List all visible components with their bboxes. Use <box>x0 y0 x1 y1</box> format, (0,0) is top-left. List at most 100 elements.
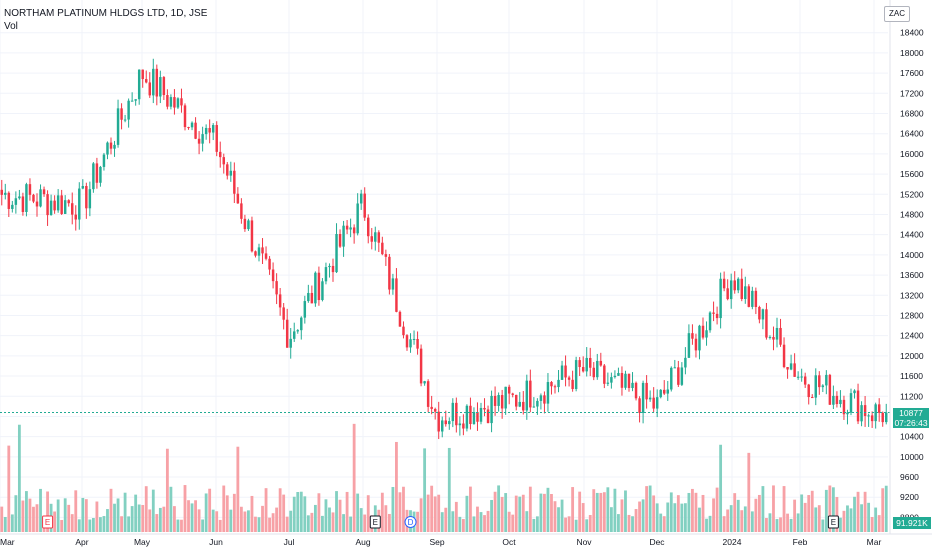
volume-bar <box>729 505 733 532</box>
volume-bar <box>342 514 345 532</box>
candle-body <box>264 253 268 259</box>
symbol-title[interactable]: NORTHAM PLATINUM HLDGS LTD, 1D, JSE <box>4 8 208 19</box>
candle-body <box>768 336 772 338</box>
volume-bar <box>321 515 324 532</box>
currency-label[interactable]: ZAC <box>884 6 910 22</box>
candle-body <box>240 203 243 219</box>
volume-bar <box>106 509 109 532</box>
volume-bar <box>535 516 539 532</box>
volume-bar <box>567 516 571 532</box>
candle-body <box>152 68 155 96</box>
volume-bar <box>765 517 768 532</box>
volume-bar <box>497 485 501 532</box>
price-tick-label: 12000 <box>900 351 924 361</box>
candle-body <box>719 278 722 319</box>
candle-body <box>610 377 613 383</box>
event-marker[interactable]: E <box>369 515 381 529</box>
volume-bar <box>32 506 35 532</box>
candle-body <box>652 397 655 409</box>
volume-bar <box>335 491 338 532</box>
candle-body <box>606 382 610 384</box>
volume-bar <box>740 510 744 532</box>
candle-body <box>581 367 585 372</box>
candle-body <box>289 338 292 348</box>
volume-bar <box>63 498 67 532</box>
svg-text:E: E <box>373 518 378 527</box>
volume-bar <box>268 517 271 532</box>
volume-bar <box>113 503 116 532</box>
price-tick-label: 11600 <box>900 371 923 381</box>
candle-body <box>338 234 342 247</box>
event-marker[interactable]: E <box>827 515 839 529</box>
price-tick-label: 9600 <box>900 472 919 482</box>
volume-bar <box>239 506 243 532</box>
volume-bar <box>303 496 307 532</box>
candle-body <box>536 400 539 407</box>
candle-body <box>275 281 278 295</box>
candle-body <box>226 164 229 176</box>
volume-bar <box>835 497 839 532</box>
volume-bar <box>218 519 222 532</box>
candle-body <box>21 196 25 213</box>
candle-body <box>807 384 810 398</box>
candle-body <box>349 227 352 230</box>
candle-body <box>758 306 761 320</box>
volume-bar <box>130 506 134 532</box>
event-marker[interactable]: E <box>42 515 54 529</box>
candle-body <box>779 327 782 345</box>
svg-text:E: E <box>45 518 50 527</box>
volume-bar <box>310 512 314 532</box>
candle-body <box>585 357 588 372</box>
volume-bar <box>680 503 684 532</box>
event-marker[interactable]: D <box>404 516 417 528</box>
candle-body <box>567 377 571 380</box>
candle-body <box>300 317 303 331</box>
candle-body <box>853 390 856 394</box>
candle-body <box>839 399 842 405</box>
volume-bar <box>17 424 21 532</box>
volume-bar <box>387 513 391 532</box>
volume-bar <box>631 516 634 532</box>
candle-body <box>677 367 680 385</box>
volume-bar <box>28 498 32 532</box>
volume-bar <box>796 513 800 532</box>
candle-body <box>789 363 793 370</box>
price-tick-label: 14800 <box>900 209 924 219</box>
volume-bar <box>465 495 469 532</box>
price-axis[interactable]: 8800920096001000010400108001120011600120… <box>900 28 924 523</box>
candle-body <box>233 170 236 194</box>
volume-bar <box>447 447 451 532</box>
volume-bar <box>208 488 212 532</box>
price-tick-label: 16000 <box>900 149 924 159</box>
candle-body <box>134 99 137 101</box>
volume-bar <box>158 507 162 532</box>
candle-body <box>183 105 187 128</box>
candle-body <box>515 394 518 407</box>
candle-body <box>747 286 751 307</box>
candle-body <box>451 402 455 422</box>
svg-text:D: D <box>408 518 414 527</box>
candle-body <box>655 397 659 409</box>
candle-body <box>765 309 768 338</box>
candle-body <box>589 357 592 368</box>
volume-bar <box>543 493 546 532</box>
candle-body <box>254 251 257 256</box>
candle-body <box>120 108 123 120</box>
candle-body <box>796 376 800 378</box>
time-axis[interactable]: Mar Apr May Jun Jul Aug Sep Oct Nov Dec 2024 Feb Mar <box>0 537 881 547</box>
volume-bar <box>3 516 7 532</box>
candle-body <box>856 390 860 422</box>
candle-body <box>148 82 151 96</box>
candle-body <box>722 278 726 289</box>
volume-bar <box>151 489 155 532</box>
volume-bar <box>102 516 106 532</box>
volume-bar <box>789 518 793 532</box>
candle-body <box>81 186 85 189</box>
volume-bar <box>595 492 599 532</box>
candle-body <box>92 163 95 190</box>
candle-body <box>169 97 173 107</box>
volume-bar <box>162 506 166 532</box>
candle-body <box>85 186 88 209</box>
candle-body <box>694 338 698 351</box>
